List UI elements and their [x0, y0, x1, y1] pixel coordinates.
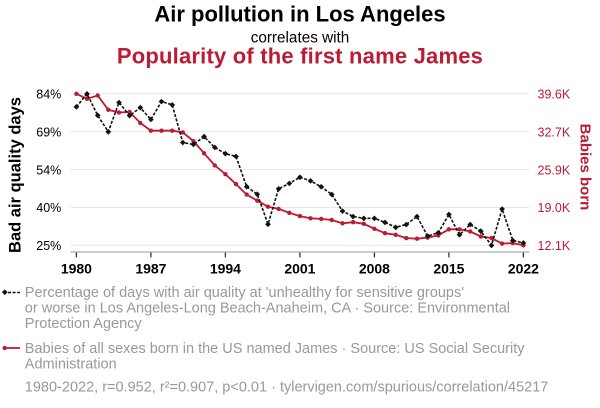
svg-text:Babies of all sexes born in th: Babies of all sexes born in the US named… [25, 341, 525, 357]
svg-text:Protection Agency: Protection Agency [25, 316, 143, 332]
svg-text:2022: 2022 [508, 261, 539, 277]
svg-text:2015: 2015 [433, 261, 464, 277]
svg-text:32.7K: 32.7K [538, 126, 571, 140]
svg-text:Popularity of the first name J: Popularity of the first name James [117, 43, 483, 68]
svg-text:2001: 2001 [284, 261, 315, 277]
svg-text:2008: 2008 [359, 261, 390, 277]
svg-text:25.9K: 25.9K [538, 163, 571, 177]
svg-text:25%: 25% [36, 239, 61, 253]
svg-text:1980: 1980 [61, 261, 92, 277]
svg-text:39.6K: 39.6K [538, 88, 571, 102]
svg-text:84%: 84% [36, 88, 61, 102]
svg-text:19.0K: 19.0K [538, 201, 571, 215]
svg-text:1994: 1994 [210, 261, 241, 277]
svg-text:40%: 40% [36, 201, 61, 215]
svg-text:Bad air quality days: Bad air quality days [7, 97, 25, 253]
svg-text:12.1K: 12.1K [538, 239, 571, 253]
svg-text:1987: 1987 [135, 261, 166, 277]
svg-text:Percentage of days with air qu: Percentage of days with air quality at '… [25, 285, 464, 301]
svg-text:correlates with: correlates with [251, 29, 350, 46]
svg-text:69%: 69% [36, 126, 61, 140]
svg-text:Babies born: Babies born [577, 124, 594, 211]
svg-text:54%: 54% [36, 163, 61, 177]
svg-text:Administration: Administration [25, 357, 117, 373]
svg-text:Air pollution in Los Angeles: Air pollution in Los Angeles [154, 2, 445, 27]
svg-text:or worse in Los Angeles-Long B: or worse in Los Angeles-Long Beach-Anahe… [25, 301, 510, 317]
svg-text:1980-2022, r=0.952, r²=0.907,: 1980-2022, r=0.952, r²=0.907, p<0.01 · t… [25, 380, 549, 396]
